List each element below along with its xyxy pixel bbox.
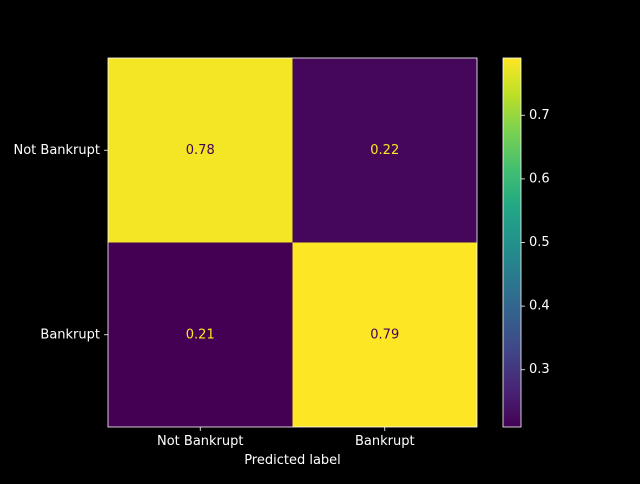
cell-value-label: 0.78 <box>186 143 215 158</box>
cell-not-bankrupt-not-bankrupt <box>108 58 293 243</box>
x-tick-label-bankrupt: Bankrupt <box>355 434 415 449</box>
x-axis: Not Bankrupt Bankrupt Predicted label <box>157 427 415 468</box>
cell-value-label: 0.22 <box>370 143 399 158</box>
cell-value-labels: 0.78 0.22 0.21 0.79 <box>186 143 399 343</box>
colorbar-tick-label: 0.4 <box>529 299 550 314</box>
colorbar: 0.3 0.4 0.5 0.6 0.7 <box>502 57 550 428</box>
x-axis-title: Predicted label <box>244 453 341 468</box>
cell-value-label: 0.79 <box>370 327 399 342</box>
colorbar-tick-label: 0.3 <box>529 362 550 377</box>
heatmap-cells <box>108 58 477 427</box>
y-axis: Not Bankrupt Bankrupt <box>14 143 108 342</box>
colorbar-tick-label: 0.7 <box>529 108 550 123</box>
cell-not-bankrupt-bankrupt <box>292 58 477 243</box>
colorbar-tick-label: 0.5 <box>529 235 550 250</box>
y-tick-label-bankrupt: Bankrupt <box>40 327 100 342</box>
cell-bankrupt-bankrupt <box>292 242 477 427</box>
cell-bankrupt-not-bankrupt <box>108 242 293 427</box>
colorbar-gradient <box>503 58 521 427</box>
colorbar-ticks: 0.3 0.4 0.5 0.6 0.7 <box>521 108 550 377</box>
y-tick-label-not-bankrupt: Not Bankrupt <box>14 143 101 158</box>
x-tick-label-not-bankrupt: Not Bankrupt <box>157 434 244 449</box>
colorbar-tick-label: 0.6 <box>529 171 550 186</box>
heatmap-frame <box>107 57 478 428</box>
cell-value-label: 0.21 <box>186 327 215 342</box>
